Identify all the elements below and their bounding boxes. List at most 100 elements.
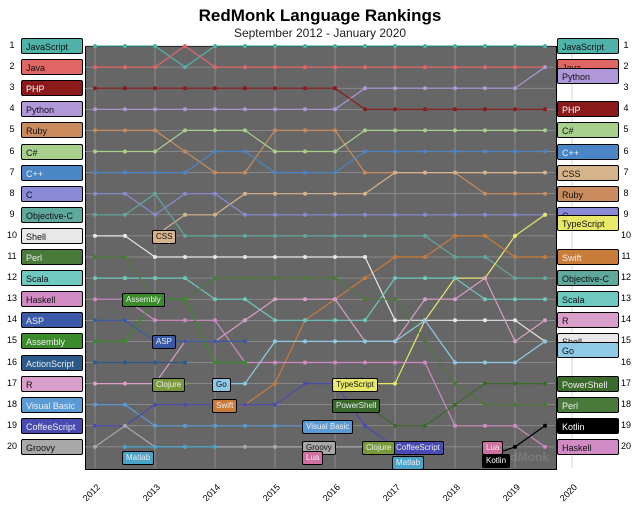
data-point: [153, 255, 157, 259]
lang-label-left: Ruby: [21, 122, 83, 138]
lang-label-left: Objective-C: [21, 207, 83, 223]
data-point: [363, 339, 367, 343]
lang-label-inline: Visual Basic: [302, 420, 353, 434]
data-point: [303, 65, 307, 69]
data-point: [123, 150, 127, 154]
data-point: [483, 44, 487, 48]
data-point: [183, 171, 187, 175]
data-point: [153, 44, 157, 48]
data-point: [153, 213, 157, 217]
lang-label-inline: Matlab: [392, 456, 424, 470]
y-tick-right: 9: [619, 209, 633, 219]
data-point: [243, 424, 247, 428]
data-point: [93, 255, 97, 259]
y-tick-right: 1: [619, 40, 633, 50]
data-point: [123, 86, 127, 90]
data-point: [243, 382, 247, 386]
data-point: [123, 318, 127, 322]
y-tick-left: 6: [5, 146, 19, 156]
lang-label-left: Scala: [21, 270, 83, 286]
data-point: [363, 234, 367, 238]
data-point: [183, 297, 187, 301]
data-point: [243, 318, 247, 322]
data-point: [243, 361, 247, 365]
data-point: [363, 65, 367, 69]
y-tick-left: 1: [5, 40, 19, 50]
lang-label-left: C++: [21, 165, 83, 181]
data-point: [123, 382, 127, 386]
data-point: [333, 171, 337, 175]
data-point: [123, 65, 127, 69]
data-point: [213, 234, 217, 238]
y-tick-left: 10: [5, 230, 19, 240]
data-point: [273, 150, 277, 154]
data-point: [273, 128, 277, 132]
data-point: [333, 107, 337, 111]
y-tick-right: 11: [619, 251, 633, 261]
data-point: [333, 361, 337, 365]
data-point: [93, 150, 97, 154]
data-point: [453, 276, 457, 280]
data-point: [513, 107, 517, 111]
data-point: [153, 445, 157, 449]
data-point: [153, 192, 157, 196]
data-point: [303, 339, 307, 343]
data-point: [183, 86, 187, 90]
lang-label-left: C: [21, 186, 83, 202]
series-line: [215, 320, 545, 383]
data-point: [123, 128, 127, 132]
data-point: [513, 192, 517, 196]
data-point: [273, 339, 277, 343]
data-point: [93, 445, 97, 449]
data-point: [393, 44, 397, 48]
y-tick-left: 18: [5, 399, 19, 409]
lang-label-inline: TypeScript: [332, 378, 378, 392]
data-point: [183, 192, 187, 196]
data-point: [153, 424, 157, 428]
data-point: [183, 234, 187, 238]
lang-label-left: Python: [21, 101, 83, 117]
data-point: [513, 65, 517, 69]
data-point: [513, 213, 517, 217]
data-point: [423, 339, 427, 343]
data-point: [213, 171, 217, 175]
data-point: [243, 44, 247, 48]
data-point: [363, 424, 367, 428]
data-point: [153, 276, 157, 280]
lang-label-right: Python: [557, 68, 619, 84]
lang-label-left: PHP: [21, 80, 83, 96]
data-point: [543, 403, 547, 407]
data-point: [153, 403, 157, 407]
data-point: [423, 213, 427, 217]
data-point: [183, 361, 187, 365]
y-tick-right: 18: [619, 399, 633, 409]
data-point: [393, 65, 397, 69]
data-point: [453, 171, 457, 175]
lang-label-left: Haskell: [21, 291, 83, 307]
data-point: [243, 86, 247, 90]
data-point: [243, 150, 247, 154]
series-line: [155, 173, 545, 236]
data-point: [213, 318, 217, 322]
data-point: [213, 255, 217, 259]
data-point: [303, 297, 307, 301]
data-point: [483, 234, 487, 238]
data-point: [213, 44, 217, 48]
data-point: [153, 128, 157, 132]
data-point: [393, 255, 397, 259]
data-point: [213, 297, 217, 301]
data-point: [303, 318, 307, 322]
data-point: [183, 128, 187, 132]
data-point: [93, 44, 97, 48]
data-point: [183, 424, 187, 428]
series-line: [95, 152, 545, 173]
lang-label-inline: ASP: [152, 335, 176, 349]
data-point: [483, 318, 487, 322]
data-point: [93, 339, 97, 343]
data-point: [333, 44, 337, 48]
data-point: [363, 213, 367, 217]
data-point: [483, 65, 487, 69]
data-point: [333, 339, 337, 343]
lang-label-right: Swift: [557, 249, 619, 265]
lang-label-right: CSS: [557, 165, 619, 181]
